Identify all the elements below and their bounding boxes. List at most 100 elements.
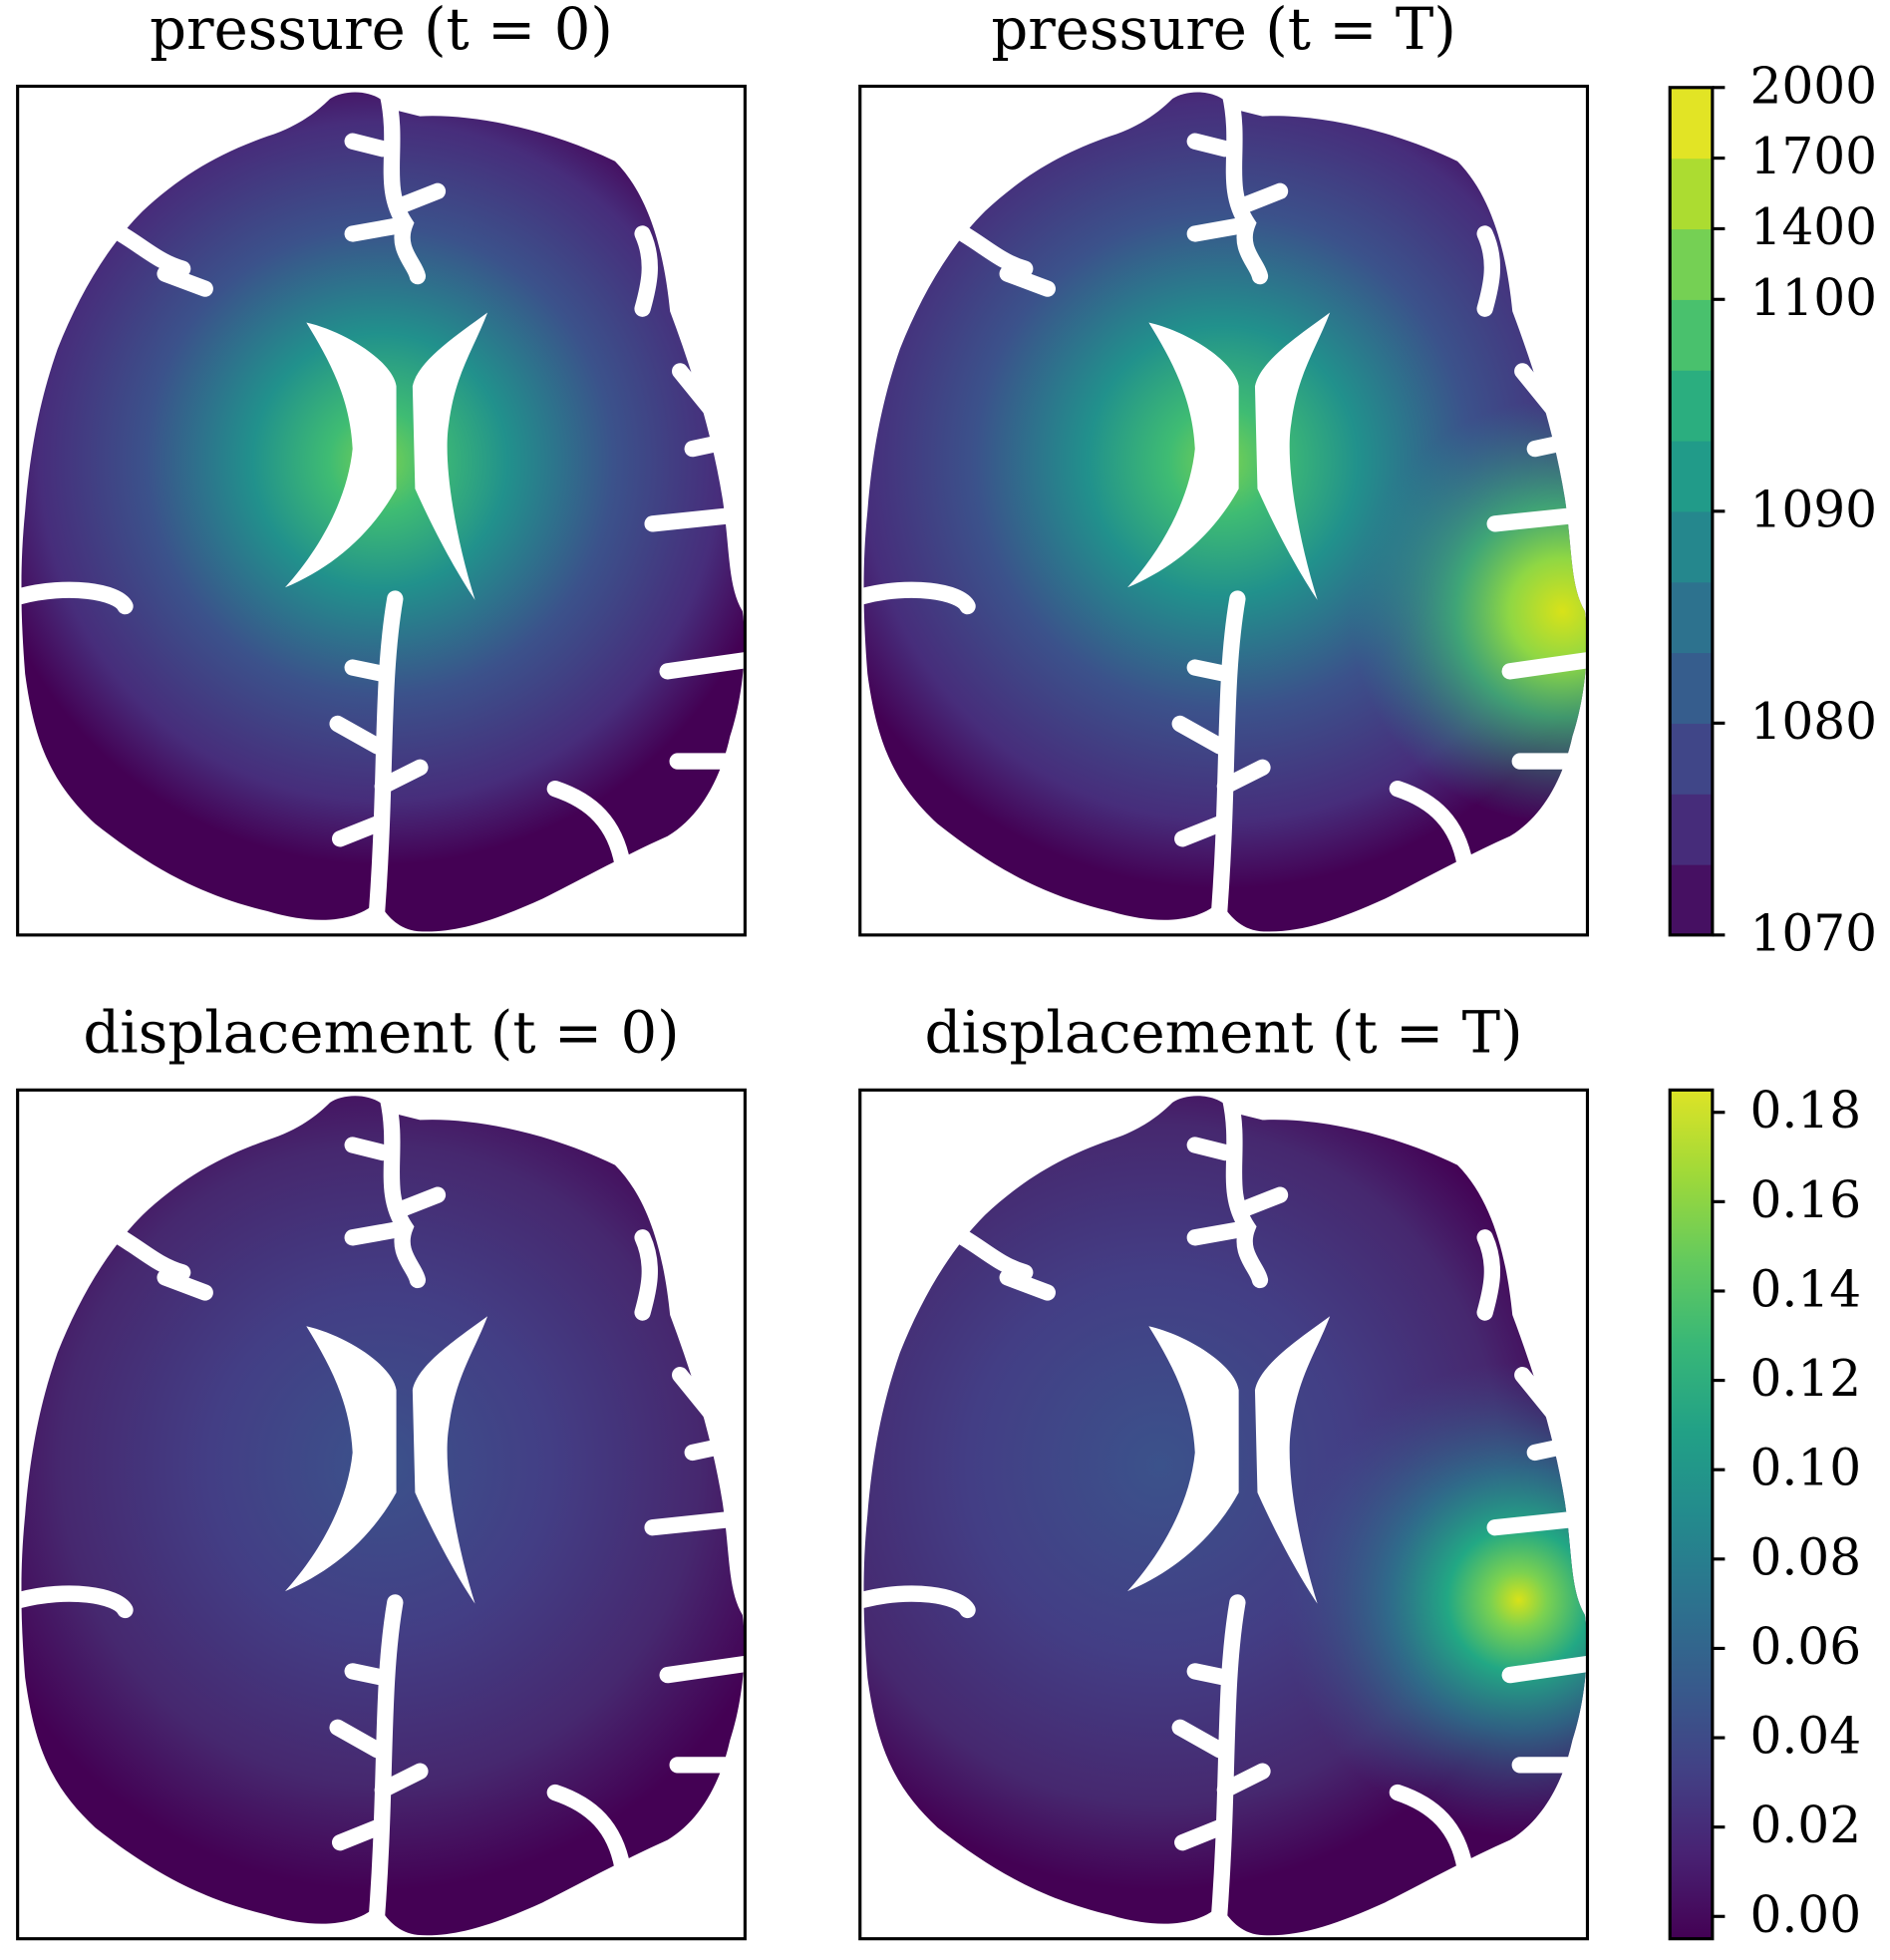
sulcus xyxy=(1186,1221,1246,1246)
sulcus xyxy=(1486,507,1576,532)
sulcus xyxy=(1186,1137,1234,1161)
sulcus xyxy=(659,650,764,680)
sulcus xyxy=(379,85,427,285)
sulcus xyxy=(1236,182,1289,213)
sulcus xyxy=(1501,650,1606,680)
sulcus xyxy=(1514,363,1564,420)
sulcus xyxy=(1514,1367,1564,1424)
sulcus xyxy=(1236,1186,1289,1217)
colorbar-tick-label: 1090 xyxy=(1749,480,1877,538)
ventricle xyxy=(412,312,488,600)
brain-field xyxy=(12,85,764,944)
sulcus xyxy=(1186,133,1234,158)
sulcus xyxy=(1216,1763,1271,1798)
ventricle xyxy=(412,1316,488,1604)
brain-field xyxy=(854,85,1606,944)
panel-title: pressure (t = T) xyxy=(991,0,1456,63)
colorbar-tick-label: 1700 xyxy=(1749,127,1877,185)
colorbar-tick-label: 0.06 xyxy=(1749,1617,1861,1676)
colorbar-band xyxy=(1670,370,1713,442)
sulcus xyxy=(344,1663,391,1686)
sulcus xyxy=(1476,1229,1501,1321)
sulcus xyxy=(374,759,429,795)
colorbar-band xyxy=(1670,794,1713,865)
sulcus xyxy=(1526,433,1579,458)
sulcus xyxy=(157,1269,213,1301)
sulcus xyxy=(1486,1511,1576,1536)
sulcus xyxy=(12,581,134,615)
sulcus xyxy=(659,1654,764,1684)
sulcus xyxy=(344,659,391,682)
colorbar-band xyxy=(1670,440,1713,512)
sulcus xyxy=(1526,1437,1579,1462)
colorbar-tick-label: 2000 xyxy=(1749,56,1877,115)
colorbar-gradient-bar xyxy=(1670,1090,1713,1939)
ventricle xyxy=(1254,1316,1331,1604)
sulcus xyxy=(672,1367,721,1424)
sulcus xyxy=(344,133,391,158)
sulcus xyxy=(684,433,736,458)
sulcus xyxy=(1221,1089,1269,1289)
sulcus xyxy=(99,1221,191,1281)
sulcus xyxy=(329,1719,386,1759)
colorbar-tick-label: 0.00 xyxy=(1749,1885,1861,1944)
sulcus xyxy=(854,1585,976,1619)
sulcus xyxy=(1174,1818,1228,1851)
brain-field xyxy=(12,1089,764,1947)
panel-title: pressure (t = 0) xyxy=(150,0,613,63)
sulcus xyxy=(99,217,191,277)
axes-frame xyxy=(858,1088,1590,1941)
sulcus xyxy=(157,265,213,297)
sulcus xyxy=(12,1585,134,1619)
sulcus xyxy=(331,816,386,847)
sulcus xyxy=(999,1269,1056,1301)
ventricle xyxy=(284,322,397,588)
sulcus xyxy=(672,363,721,420)
colorbar-tick-label: 0.16 xyxy=(1749,1170,1861,1229)
colorbar-band xyxy=(1670,652,1713,724)
colorbar-tick-label: 0.02 xyxy=(1749,1796,1861,1854)
panel-title: displacement (t = 0) xyxy=(83,999,679,1067)
sulcus xyxy=(1221,85,1269,285)
ventricle xyxy=(284,1326,397,1592)
sulcus xyxy=(329,715,386,755)
sulcus xyxy=(1186,1663,1234,1686)
sulcus xyxy=(374,1763,429,1798)
axes-frame xyxy=(858,84,1590,937)
sulcus xyxy=(644,507,734,532)
sulcus xyxy=(1171,715,1228,755)
sulcus xyxy=(546,1784,631,1876)
colorbar-band xyxy=(1670,510,1713,583)
sulcus xyxy=(331,1818,386,1851)
sulcus xyxy=(941,1221,1034,1281)
colorbar-band xyxy=(1670,158,1713,230)
sulcus xyxy=(1476,225,1501,317)
sulcus xyxy=(854,581,976,615)
sulcus xyxy=(1186,659,1234,682)
colorbar-tick-label: 0.10 xyxy=(1749,1439,1861,1497)
colorbar-frame xyxy=(1668,1088,1715,1941)
colorbar-tick-label: 0.14 xyxy=(1749,1259,1861,1318)
colorbar-tick-label: 1100 xyxy=(1749,268,1877,327)
panel-title: displacement (t = T) xyxy=(925,999,1523,1067)
ventricle xyxy=(1127,1326,1239,1592)
colorbar-tick-label: 0.04 xyxy=(1749,1707,1861,1766)
sulcus xyxy=(344,1221,404,1246)
sulcus xyxy=(1389,781,1473,872)
sulcus xyxy=(684,1437,736,1462)
sulcus xyxy=(344,217,404,242)
sulcus xyxy=(941,217,1034,277)
axes-frame xyxy=(16,84,747,937)
sulcus xyxy=(999,265,1056,297)
colorbar-band xyxy=(1670,864,1713,936)
axes-frame xyxy=(16,1088,747,1941)
sulcus xyxy=(344,1137,391,1161)
sulcus xyxy=(1186,217,1246,242)
colorbar-band xyxy=(1670,299,1713,371)
colorbar-tick-label: 0.08 xyxy=(1749,1527,1861,1586)
sulcus xyxy=(644,1511,734,1536)
sulcus xyxy=(1174,816,1228,847)
ventricle xyxy=(1127,322,1239,588)
sulcus xyxy=(1216,759,1271,795)
sulcus xyxy=(546,781,631,872)
